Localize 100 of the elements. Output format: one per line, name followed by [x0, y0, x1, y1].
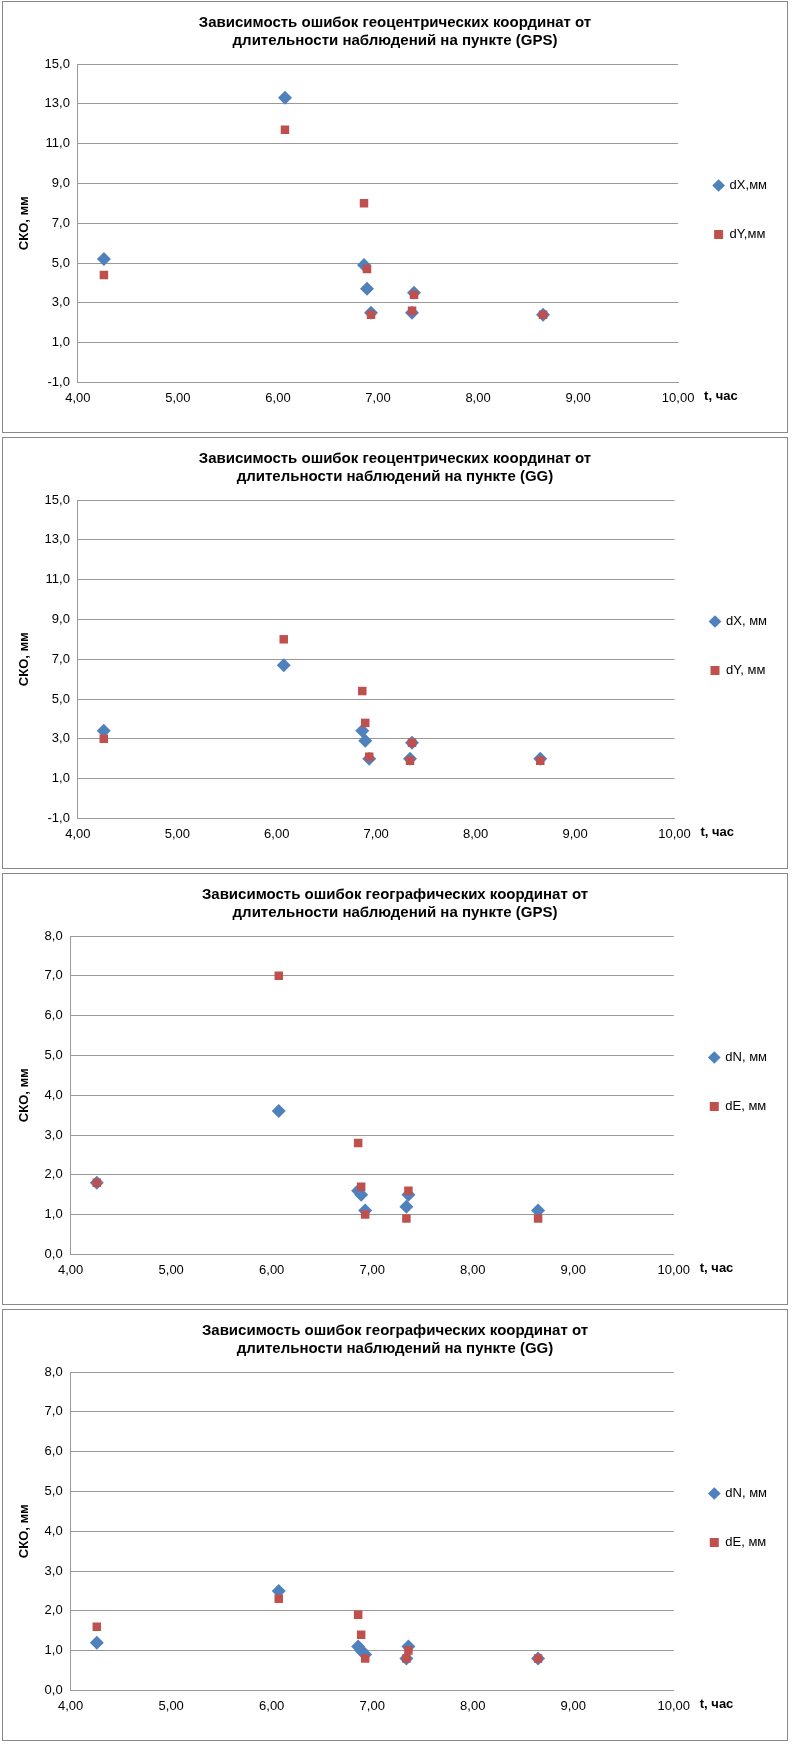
y-tick-label: -1,0	[47, 373, 70, 389]
y-tick-label: 3,0	[44, 1562, 63, 1578]
x-tick-label: 4,00	[65, 825, 91, 841]
legend-label: dY, мм	[726, 662, 766, 678]
y-tick-label: 2,0	[44, 1166, 63, 1182]
y-axis-title: СКО, мм	[16, 1504, 32, 1559]
point	[404, 1646, 413, 1655]
chart-title: Зависимость ошибок геоцентрических координат от длительности наблюдений на пункте (GG)	[198, 449, 592, 485]
point	[360, 1654, 370, 1663]
y-tick-label: 3,0	[51, 730, 70, 746]
x-tick-label: 8,00	[460, 1261, 486, 1277]
y-tick-label: 5,0	[44, 1482, 63, 1498]
x-tick-label: 6,00	[264, 825, 290, 841]
y-tick-label: 5,0	[44, 1046, 63, 1062]
x-tick-label: 5,00	[158, 1697, 184, 1713]
x-tick-label: 8,00	[465, 389, 491, 405]
x-tick-label: 6,00	[259, 1697, 285, 1713]
point	[271, 1104, 286, 1119]
y-tick-label: 8,0	[44, 1363, 63, 1379]
y-tick-label: 9,0	[51, 174, 70, 190]
point	[404, 1186, 413, 1195]
x-tick-label: 8,00	[462, 825, 489, 841]
legend-label: dN, мм	[725, 1049, 768, 1065]
y-tick-label: 13,0	[44, 95, 70, 111]
y-axis-title: СКО, мм	[16, 196, 32, 251]
x-tick-label: 5,00	[164, 825, 190, 841]
point	[279, 635, 288, 644]
x-tick-label: 9,00	[560, 1697, 586, 1713]
x-tick-label: 7,00	[363, 825, 389, 841]
y-tick-label: 1,0	[51, 334, 70, 350]
chart-title: Зависимость ошибок геоцентрических координат от длительности наблюдений на пункте (GPS)	[198, 13, 592, 49]
point	[360, 281, 374, 296]
x-axis-title: t, час	[699, 1259, 734, 1275]
y-tick-label: 11,0	[45, 135, 70, 151]
y-axis-title: СКО, мм	[16, 1068, 32, 1123]
y-tick-label: 3,0	[51, 294, 70, 310]
chart-title: Зависимость ошибок географических координат от длительности наблюдений на пункте (GG)	[201, 1321, 589, 1357]
y-tick-label: 13,0	[44, 531, 70, 547]
x-tick-label: 9,00	[565, 389, 591, 405]
x-tick-label: 10,00	[657, 1261, 691, 1277]
y-tick-label: 6,0	[44, 1007, 63, 1023]
x-tick-label: 8,00	[460, 1697, 486, 1713]
y-tick-label: 7,0	[51, 650, 70, 666]
y-tick-label: 4,0	[44, 1086, 63, 1102]
legend-label: dY,мм	[729, 226, 766, 242]
chart-title: Зависимость ошибок географических координат от длительности наблюдений на пункте (GPS)	[201, 885, 589, 921]
point	[356, 1182, 366, 1191]
x-axis-title: t, час	[699, 1695, 734, 1711]
y-tick-label: 5,0	[51, 690, 70, 706]
point	[399, 1199, 414, 1214]
x-tick-label: 6,00	[265, 389, 291, 405]
y-tick-label: 3,0	[44, 1126, 63, 1142]
y-tick-label: 9,0	[51, 610, 70, 626]
point	[360, 1210, 370, 1219]
y-tick-label: 5,0	[51, 254, 70, 270]
legend-label: dE, мм	[725, 1098, 767, 1114]
point	[358, 733, 373, 748]
legend-label: dX, мм	[726, 613, 768, 629]
y-tick-label: 7,0	[44, 967, 63, 983]
y-tick-label: 15,0	[44, 491, 70, 507]
y-tick-label: 6,0	[44, 1443, 63, 1459]
legend-label: dN, мм	[725, 1485, 768, 1501]
legend-label: dE, мм	[725, 1534, 767, 1550]
x-tick-label: 4,00	[65, 389, 91, 405]
x-tick-label: 10,00	[658, 825, 691, 841]
y-tick-label: 11,0	[45, 571, 70, 587]
x-tick-label: 7,00	[365, 389, 391, 405]
y-axis-title: СКО, мм	[16, 632, 32, 687]
x-axis-title: t, час	[704, 387, 738, 403]
x-tick-label: 9,00	[562, 825, 588, 841]
x-tick-label: 7,00	[359, 1261, 385, 1277]
point	[89, 1635, 104, 1650]
point	[96, 252, 111, 267]
point	[280, 125, 290, 134]
y-tick-label: -1,0	[47, 809, 70, 825]
x-tick-label: 6,00	[259, 1261, 285, 1277]
y-tick-label: 7,0	[51, 214, 70, 230]
y-tick-label: 0,0	[44, 1681, 63, 1697]
y-tick-label: 4,0	[44, 1522, 63, 1538]
y-tick-label: 8,0	[44, 927, 63, 943]
point	[277, 90, 292, 105]
point	[276, 658, 291, 673]
point	[356, 1630, 366, 1639]
y-tick-label: 1,0	[44, 1642, 63, 1658]
y-tick-label: 0,0	[44, 1245, 63, 1261]
y-tick-label: 1,0	[51, 770, 70, 786]
point	[358, 686, 367, 696]
x-axis-title: t, час	[700, 823, 735, 839]
x-tick-label: 10,00	[661, 389, 695, 405]
point	[533, 1214, 543, 1223]
x-tick-label: 4,00	[58, 1697, 84, 1713]
y-tick-label: 2,0	[44, 1602, 63, 1618]
point	[361, 718, 370, 728]
point	[359, 199, 369, 208]
x-tick-label: 4,00	[58, 1261, 84, 1277]
x-tick-label: 5,00	[158, 1261, 184, 1277]
y-tick-label: 15,0	[44, 55, 70, 71]
legend-label: dX,мм	[729, 177, 768, 193]
point	[92, 1622, 102, 1631]
y-tick-label: 7,0	[44, 1403, 63, 1419]
